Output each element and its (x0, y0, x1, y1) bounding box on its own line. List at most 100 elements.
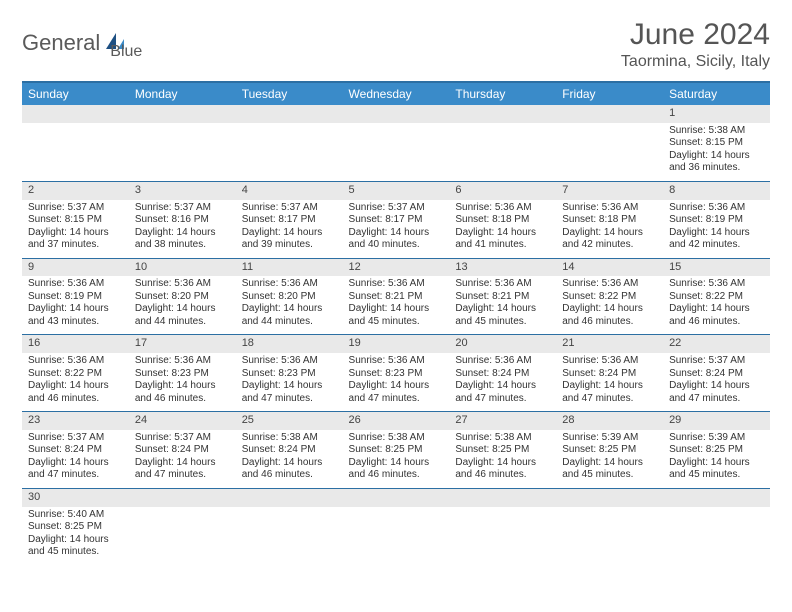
daylight-text: and 46 minutes. (135, 393, 230, 406)
day-detail-cell: Sunrise: 5:39 AMSunset: 8:25 PMDaylight:… (556, 430, 663, 489)
sunset-text: Sunset: 8:24 PM (562, 368, 657, 381)
daylight-text: Daylight: 14 hours (455, 303, 550, 316)
sunrise-text: Sunrise: 5:38 AM (349, 432, 444, 445)
daylight-text: Daylight: 14 hours (562, 380, 657, 393)
day-detail-cell: Sunrise: 5:36 AMSunset: 8:19 PMDaylight:… (663, 200, 770, 259)
day-detail-cell: Sunrise: 5:36 AMSunset: 8:23 PMDaylight:… (236, 353, 343, 412)
day-number-cell: 10 (129, 258, 236, 276)
day-detail-cell: Sunrise: 5:36 AMSunset: 8:24 PMDaylight:… (556, 353, 663, 412)
sunrise-text: Sunrise: 5:37 AM (135, 432, 230, 445)
daylight-text: and 45 minutes. (349, 316, 444, 329)
daylight-text: Daylight: 14 hours (669, 380, 764, 393)
day-number-cell: 20 (449, 335, 556, 353)
daylight-text: and 45 minutes. (562, 469, 657, 482)
sunset-text: Sunset: 8:24 PM (28, 444, 123, 457)
day-number-cell: 21 (556, 335, 663, 353)
day-detail-cell: Sunrise: 5:37 AMSunset: 8:24 PMDaylight:… (22, 430, 129, 489)
day-number-cell (556, 105, 663, 123)
daylight-text: and 45 minutes. (455, 316, 550, 329)
daylight-text: and 45 minutes. (28, 546, 123, 559)
day-number-cell: 30 (22, 488, 129, 506)
daylight-text: Daylight: 14 hours (28, 380, 123, 393)
sunset-text: Sunset: 8:19 PM (669, 214, 764, 227)
sunset-text: Sunset: 8:24 PM (242, 444, 337, 457)
sunset-text: Sunset: 8:25 PM (28, 521, 123, 534)
day-detail-cell: Sunrise: 5:36 AMSunset: 8:23 PMDaylight:… (129, 353, 236, 412)
day-number-cell (663, 488, 770, 506)
day-detail-cell: Sunrise: 5:37 AMSunset: 8:17 PMDaylight:… (236, 200, 343, 259)
daylight-text: and 46 minutes. (455, 469, 550, 482)
day-number-cell: 15 (663, 258, 770, 276)
day-detail-cell: Sunrise: 5:36 AMSunset: 8:20 PMDaylight:… (236, 276, 343, 335)
day-number-cell: 28 (556, 412, 663, 430)
daylight-text: and 45 minutes. (669, 469, 764, 482)
daynum-row: 9101112131415 (22, 258, 770, 276)
daylight-text: Daylight: 14 hours (28, 534, 123, 547)
sunset-text: Sunset: 8:24 PM (135, 444, 230, 457)
sunset-text: Sunset: 8:18 PM (562, 214, 657, 227)
daylight-text: Daylight: 14 hours (669, 457, 764, 470)
day-detail-cell: Sunrise: 5:40 AMSunset: 8:25 PMDaylight:… (22, 507, 129, 565)
day-detail-cell: Sunrise: 5:37 AMSunset: 8:17 PMDaylight:… (343, 200, 450, 259)
sunrise-text: Sunrise: 5:36 AM (669, 202, 764, 215)
sunrise-text: Sunrise: 5:36 AM (135, 278, 230, 291)
sunset-text: Sunset: 8:24 PM (669, 368, 764, 381)
day-detail-cell: Sunrise: 5:36 AMSunset: 8:19 PMDaylight:… (22, 276, 129, 335)
daylight-text: Daylight: 14 hours (28, 457, 123, 470)
day-detail-cell: Sunrise: 5:36 AMSunset: 8:21 PMDaylight:… (343, 276, 450, 335)
day-number-cell: 16 (22, 335, 129, 353)
day-number-cell: 3 (129, 181, 236, 199)
day-header: Monday (129, 82, 236, 105)
day-number-cell: 17 (129, 335, 236, 353)
daylight-text: and 47 minutes. (669, 393, 764, 406)
daylight-text: Daylight: 14 hours (669, 303, 764, 316)
logo: General Blue (22, 18, 142, 60)
daylight-text: Daylight: 14 hours (669, 227, 764, 240)
daylight-text: Daylight: 14 hours (562, 457, 657, 470)
day-number-cell: 27 (449, 412, 556, 430)
daylight-text: and 47 minutes. (135, 469, 230, 482)
sunset-text: Sunset: 8:15 PM (28, 214, 123, 227)
daylight-text: and 36 minutes. (669, 162, 764, 175)
sunset-text: Sunset: 8:16 PM (135, 214, 230, 227)
day-number-cell (236, 105, 343, 123)
daylight-text: Daylight: 14 hours (28, 303, 123, 316)
day-number-cell: 1 (663, 105, 770, 123)
sunset-text: Sunset: 8:24 PM (455, 368, 550, 381)
day-detail-cell: Sunrise: 5:38 AMSunset: 8:25 PMDaylight:… (343, 430, 450, 489)
day-detail-cell: Sunrise: 5:37 AMSunset: 8:15 PMDaylight:… (22, 200, 129, 259)
daylight-text: Daylight: 14 hours (135, 227, 230, 240)
logo-text-blue: Blue (110, 44, 142, 60)
sunrise-text: Sunrise: 5:36 AM (455, 202, 550, 215)
daynum-row: 16171819202122 (22, 335, 770, 353)
day-detail-cell: Sunrise: 5:38 AMSunset: 8:25 PMDaylight:… (449, 430, 556, 489)
day-detail-cell (343, 123, 450, 182)
sunrise-text: Sunrise: 5:37 AM (28, 202, 123, 215)
sunrise-text: Sunrise: 5:37 AM (242, 202, 337, 215)
page-title: June 2024 (621, 18, 770, 51)
daylight-text: and 47 minutes. (349, 393, 444, 406)
day-number-cell: 11 (236, 258, 343, 276)
sunrise-text: Sunrise: 5:37 AM (135, 202, 230, 215)
day-detail-cell: Sunrise: 5:36 AMSunset: 8:18 PMDaylight:… (556, 200, 663, 259)
daylight-text: Daylight: 14 hours (669, 150, 764, 163)
day-detail-cell (449, 123, 556, 182)
daylight-text: Daylight: 14 hours (349, 303, 444, 316)
day-number-cell (22, 105, 129, 123)
sunset-text: Sunset: 8:25 PM (455, 444, 550, 457)
sunrise-text: Sunrise: 5:36 AM (669, 278, 764, 291)
sunrise-text: Sunrise: 5:36 AM (349, 278, 444, 291)
daylight-text: Daylight: 14 hours (455, 227, 550, 240)
detail-row: Sunrise: 5:36 AMSunset: 8:22 PMDaylight:… (22, 353, 770, 412)
daynum-row: 2345678 (22, 181, 770, 199)
day-detail-cell (663, 507, 770, 565)
daylight-text: Daylight: 14 hours (349, 457, 444, 470)
day-detail-cell: Sunrise: 5:36 AMSunset: 8:21 PMDaylight:… (449, 276, 556, 335)
daylight-text: and 37 minutes. (28, 239, 123, 252)
sunset-text: Sunset: 8:18 PM (455, 214, 550, 227)
daylight-text: and 38 minutes. (135, 239, 230, 252)
day-number-cell (129, 105, 236, 123)
daylight-text: Daylight: 14 hours (242, 227, 337, 240)
detail-row: Sunrise: 5:37 AMSunset: 8:24 PMDaylight:… (22, 430, 770, 489)
daylight-text: Daylight: 14 hours (455, 380, 550, 393)
